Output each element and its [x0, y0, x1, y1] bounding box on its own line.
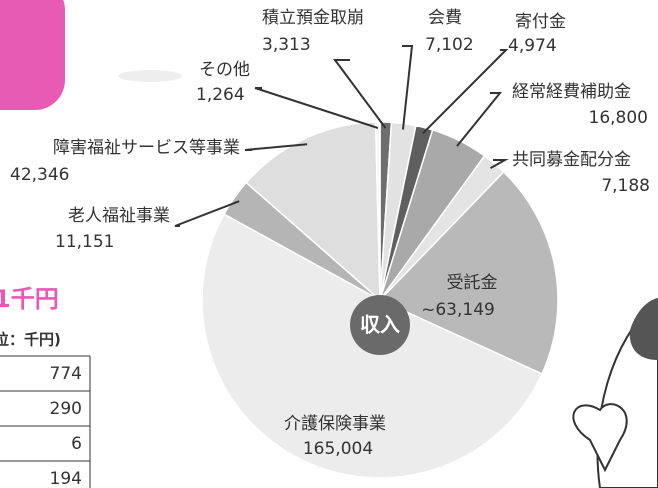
leader-line: [489, 159, 509, 170]
slice-value: 3,313: [262, 35, 311, 55]
slice-value: 42,346: [10, 165, 69, 185]
slice-name: 寄付金: [515, 12, 566, 32]
leader-line: [422, 49, 509, 135]
slice-value: 7,188: [601, 176, 650, 196]
table-unit: 位：千円): [0, 331, 61, 349]
slice-name: 老人福祉事業: [68, 206, 170, 226]
slice-name: 受託金: [447, 273, 498, 293]
slice-value: ~63,149: [421, 300, 495, 320]
table-cell: 194: [50, 469, 82, 488]
slice-name: 積立預金取崩: [262, 8, 364, 28]
table-cell: 774: [50, 364, 82, 384]
leader-line: [401, 45, 414, 130]
slice-name: 障害福祉サービス等事業: [53, 138, 240, 158]
pie-slice: [378, 170, 559, 375]
table: 774 290 6 194: [0, 355, 91, 488]
center-label: 収入: [360, 313, 400, 337]
slice-name: その他: [199, 60, 250, 80]
pink-tab: [0, 0, 65, 110]
character: [572, 298, 658, 488]
table-title: 1千円: [0, 285, 59, 313]
slice-name: 共同募金配分金: [512, 150, 631, 170]
slice-name: 会費: [428, 8, 462, 28]
pie-chart: 収入 積立預金取崩 3,313 会費 7,102 寄付金 4,974 経常経費補助金 16,80…: [10, 8, 650, 479]
leader-line: [456, 92, 503, 147]
leader-line: [333, 59, 387, 129]
leader-line: [244, 143, 308, 151]
leader-line: [254, 87, 379, 129]
slice-value: 16,800: [589, 108, 648, 128]
slice-value: 4,974: [508, 36, 557, 56]
slice-name: 介護保険事業: [284, 414, 386, 434]
pie-slice: [245, 121, 381, 302]
decoration: [118, 70, 182, 82]
slice-value: 1,264: [196, 85, 245, 105]
slice-value: 7,102: [425, 35, 474, 55]
table-cell: 6: [71, 434, 82, 454]
slice-value: 11,151: [55, 232, 114, 252]
center-badge: [350, 295, 410, 355]
leader-line: [174, 200, 240, 227]
slice-name: 経常経費補助金: [512, 82, 631, 102]
table-cell: 290: [50, 399, 82, 419]
slice-value: 165,004: [303, 439, 373, 459]
